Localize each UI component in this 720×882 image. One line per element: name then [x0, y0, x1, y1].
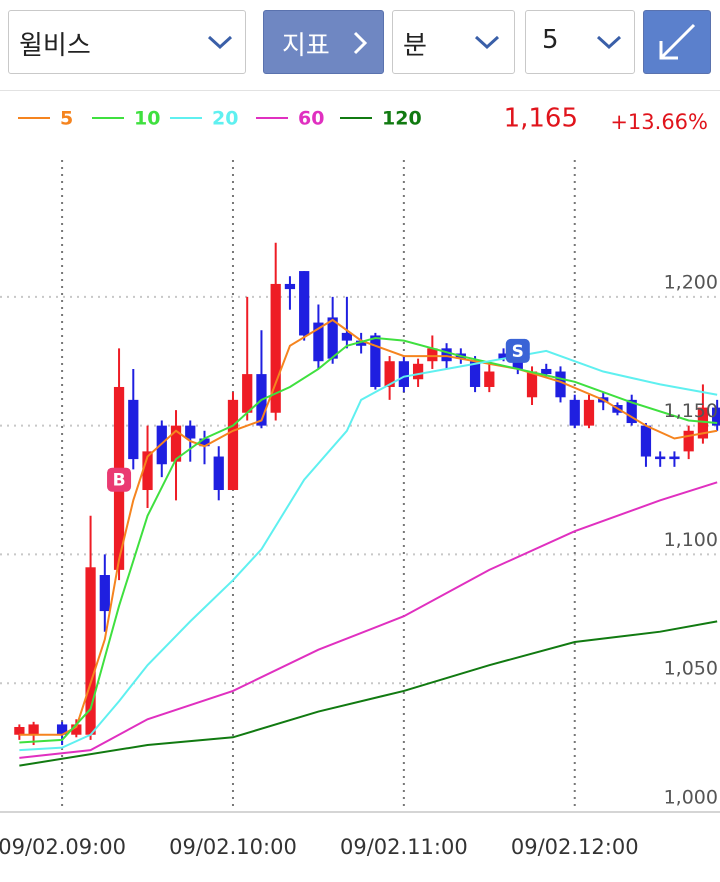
signal-badge	[107, 467, 132, 492]
candle-body	[541, 368, 552, 375]
signal-badge	[505, 338, 530, 363]
chevron	[474, 35, 500, 50]
candle-body	[227, 399, 239, 491]
candle-body	[640, 425, 652, 457]
candle-body	[370, 335, 381, 387]
y-tick-label: 1,050	[664, 658, 718, 680]
stock-select[interactable]: 윌비스	[8, 10, 246, 74]
candle-body	[512, 358, 523, 369]
candle-body	[555, 371, 566, 398]
interval-select[interactable]: 5	[525, 10, 635, 74]
candle-body	[583, 399, 595, 426]
ma-line	[19, 481, 718, 759]
change-rate: +13.66%	[610, 110, 708, 134]
candle-body	[469, 361, 481, 387]
y-tick-label: 1,100	[664, 529, 718, 551]
ma-line	[19, 620, 718, 767]
candle-body	[299, 271, 310, 336]
expand-button[interactable]	[643, 10, 711, 74]
candle-body	[99, 575, 110, 612]
chevron	[596, 35, 622, 50]
candle-body	[712, 407, 720, 426]
ma-line	[19, 337, 718, 744]
candle-body	[441, 348, 452, 362]
chevron-right	[353, 31, 368, 55]
legend-label: 5	[60, 108, 73, 130]
candle-body	[341, 332, 353, 341]
y-tick-label: 1,200	[664, 271, 718, 293]
candle-body	[284, 283, 296, 290]
y-tick-label: 1,150	[664, 400, 718, 422]
candle-body	[327, 317, 338, 359]
candle-body	[313, 322, 324, 362]
candle-body	[128, 399, 139, 460]
unit-select[interactable]: 분	[392, 10, 515, 74]
candle-body	[655, 456, 666, 460]
candle-body	[56, 724, 68, 735]
candle-body	[384, 361, 395, 387]
candle-body	[242, 374, 253, 413]
legend-label: 120	[382, 108, 422, 130]
legend-label: 20	[212, 108, 238, 130]
candle-body	[626, 399, 637, 424]
candle-body	[412, 363, 424, 380]
indicator-button[interactable]: 지표	[263, 10, 384, 74]
ma-line	[19, 349, 718, 752]
x-tick-label: 09/02.11:00	[340, 835, 468, 859]
indicator-label: 지표	[282, 31, 330, 61]
unit-label: 분	[403, 31, 427, 61]
candle-body	[526, 371, 538, 398]
price: 1,165	[504, 104, 578, 134]
candle-body	[498, 353, 509, 359]
x-tick-label: 09/02.10:00	[169, 835, 297, 859]
candle-body	[697, 407, 709, 439]
ma-line	[19, 318, 718, 736]
candle-body	[683, 430, 694, 452]
candle-body	[170, 425, 182, 462]
candle-body	[669, 456, 680, 460]
candle-body	[398, 361, 409, 387]
arrow-icon	[659, 23, 696, 60]
signal-label: B	[113, 471, 126, 491]
divider	[0, 90, 720, 91]
candle-body	[199, 438, 210, 447]
candle-body	[213, 456, 224, 491]
candle-body	[85, 567, 96, 735]
legend-label: 10	[134, 108, 160, 130]
candle-body	[356, 340, 367, 346]
x-tick-label: 09/02.09:00	[0, 835, 126, 859]
candle-body	[142, 451, 153, 491]
candle-body	[28, 724, 39, 735]
x-tick-label: 09/02.12:00	[511, 835, 639, 859]
y-tick-label: 1,000	[664, 787, 718, 809]
candle-body	[484, 371, 495, 387]
candle-body	[185, 425, 196, 439]
candle-body	[270, 283, 281, 413]
candle-body	[427, 348, 438, 362]
candle-body	[569, 399, 580, 426]
chevron	[207, 35, 233, 50]
stock-name: 윌비스	[19, 31, 91, 61]
legend-label: 60	[298, 108, 324, 130]
candle-body	[14, 726, 25, 735]
signal-label: S	[512, 342, 524, 362]
interval-label: 5	[542, 25, 559, 55]
candle-body	[71, 724, 82, 735]
